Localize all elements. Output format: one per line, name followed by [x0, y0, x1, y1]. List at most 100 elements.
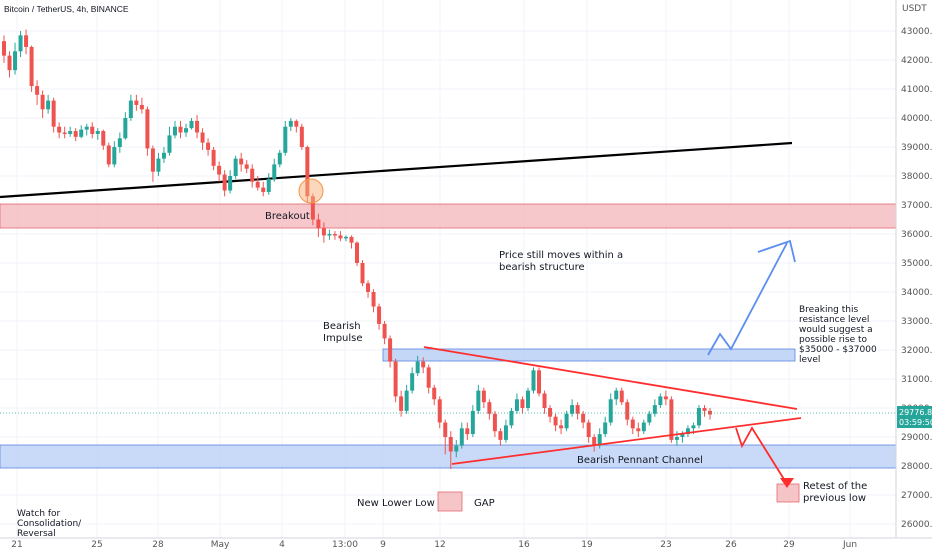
- candle-body: [7, 55, 12, 71]
- price-tick-label: 32000.00: [901, 346, 932, 356]
- candle-body: [200, 132, 205, 143]
- candle-body: [415, 361, 420, 374]
- bullish-projection: [707, 242, 788, 356]
- candle-body: [343, 236, 348, 239]
- time-tick-label: 12: [434, 540, 445, 550]
- candle-body: [630, 419, 635, 429]
- candle-body: [299, 126, 304, 147]
- candle-body: [586, 422, 591, 437]
- candle-body: [371, 292, 376, 307]
- retest-box: [776, 483, 800, 503]
- last-price-badge: [897, 406, 932, 428]
- candle-body: [663, 396, 668, 400]
- candle-body: [437, 399, 442, 423]
- candle-body: [465, 428, 470, 435]
- resistance-note-6: level: [799, 355, 820, 365]
- price-axis-bg: [896, 0, 932, 538]
- candle-body: [592, 437, 597, 446]
- candle-body: [503, 425, 508, 440]
- resistance-note-5: $35000 - $37000: [799, 345, 877, 355]
- gap-label: GAP: [474, 498, 495, 509]
- candle-body: [134, 100, 139, 105]
- candle-body: [685, 428, 690, 435]
- new-low-label: New Lower Low: [357, 498, 435, 509]
- bearish-impulse-label-1: Bearish: [323, 321, 361, 332]
- candle-body: [537, 370, 542, 394]
- candle-body: [619, 390, 624, 403]
- structure-label-2: bearish structure: [499, 262, 585, 273]
- structure-label-1: Price still moves within a: [499, 250, 623, 261]
- candle-body: [597, 434, 602, 446]
- candle-body: [310, 196, 315, 220]
- price-tick-label: 37000.00: [901, 201, 932, 211]
- candle-body: [542, 393, 547, 408]
- bearish-impulse-label-2: Impulse: [323, 333, 363, 344]
- resistance-note-4: possible rise to: [799, 335, 868, 345]
- candle-body: [255, 181, 260, 188]
- time-tick-label: 28: [152, 540, 164, 550]
- candle-body: [647, 413, 652, 423]
- candle-body: [211, 149, 216, 166]
- candle-body: [564, 413, 569, 429]
- price-tick-label: 31000.00: [901, 375, 932, 385]
- candle-body: [46, 100, 51, 110]
- candle-body: [669, 399, 674, 440]
- candle-body: [432, 387, 437, 400]
- candle-body: [514, 399, 519, 411]
- time-tick-label: 23: [660, 540, 671, 550]
- retest-label-1: Retest of the: [803, 481, 867, 492]
- candle-body: [487, 402, 492, 414]
- candle-body: [603, 422, 608, 435]
- candle-body: [421, 361, 426, 368]
- bearish-projection: [735, 426, 788, 485]
- candle-body: [272, 164, 277, 179]
- price-tick-label: 41000.00: [901, 85, 932, 95]
- candle-body: [355, 242, 359, 263]
- candle-body: [349, 236, 354, 243]
- price-tick-label: 26000.00: [901, 520, 932, 530]
- candle-body: [161, 152, 166, 159]
- candle-body: [399, 396, 404, 411]
- price-tick-label: 39000.00: [901, 143, 932, 153]
- candle-body: [316, 219, 321, 229]
- candle-body: [652, 405, 657, 414]
- candle-body: [509, 410, 514, 426]
- candle-body: [239, 158, 244, 165]
- resistance-note-1: Breaking this: [799, 305, 858, 315]
- candle-body: [35, 86, 40, 95]
- candle-body: [443, 422, 448, 437]
- candle-body: [366, 283, 371, 292]
- time-tick-label: 21: [11, 540, 22, 550]
- candle-body: [481, 390, 486, 403]
- time-tick-label: 29: [783, 540, 795, 550]
- trend-line: [0, 141, 793, 199]
- candle-body: [708, 410, 712, 415]
- price-tick-label: 28000.00: [901, 462, 932, 472]
- candle-body: [410, 373, 415, 391]
- candle-body: [382, 323, 387, 339]
- time-tick-label: 26: [725, 540, 737, 550]
- candle-body: [548, 408, 553, 417]
- candle-body: [393, 361, 398, 397]
- candle-body: [360, 263, 365, 284]
- bearish-arrow-head: [780, 478, 794, 488]
- candle-body: [172, 126, 177, 136]
- candle-body: [321, 228, 326, 236]
- candle-body: [244, 164, 249, 169]
- candle-body: [553, 416, 558, 426]
- candle-body: [13, 51, 18, 71]
- candle-body: [570, 405, 575, 414]
- time-tick-label: 19: [581, 540, 593, 550]
- candle-body: [338, 235, 343, 239]
- candle-body: [283, 126, 288, 153]
- candle-body: [454, 445, 459, 452]
- candle-body: [305, 147, 310, 197]
- time-axis-bg: [0, 538, 932, 550]
- candle-body: [195, 120, 200, 133]
- candle-body: [117, 138, 122, 147]
- candle-body: [222, 174, 227, 191]
- time-tick-label: 4: [279, 540, 285, 550]
- candle-body: [18, 35, 23, 52]
- last-price-value: 29776.82: [899, 408, 932, 417]
